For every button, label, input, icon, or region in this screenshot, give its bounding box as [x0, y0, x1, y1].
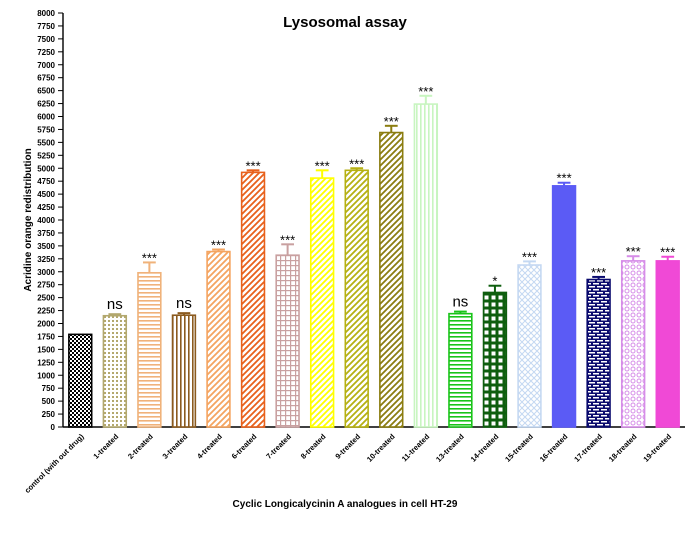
- y-tick-label: 500: [42, 397, 56, 406]
- y-tick-label: 7750: [37, 22, 55, 31]
- y-tick-label: 2000: [37, 320, 55, 329]
- significance-label: ***: [418, 84, 433, 99]
- category-label: 10-treated: [365, 432, 397, 464]
- category-label: 13-treated: [434, 432, 466, 464]
- y-tick-label: 1750: [37, 332, 55, 341]
- category-label: 2-treated: [126, 432, 155, 461]
- bar: [102, 314, 128, 428]
- significance-label: ***: [142, 250, 157, 265]
- category-label: 1-treated: [91, 432, 120, 461]
- significance-label: ***: [626, 244, 641, 259]
- y-tick-label: 7000: [37, 61, 55, 70]
- significance-label: ***: [522, 249, 537, 264]
- y-tick-label: 750: [42, 384, 56, 393]
- bar: [68, 333, 93, 428]
- bar: [413, 103, 439, 428]
- significance-label: ***: [556, 171, 571, 186]
- significance-label: ns: [107, 296, 123, 313]
- category-label: 11-treated: [400, 432, 432, 464]
- bar: [482, 291, 508, 428]
- category-label: 8-treated: [299, 432, 328, 461]
- y-tick-label: 1250: [37, 358, 55, 367]
- significance-label: ns: [176, 295, 192, 312]
- bar: [171, 314, 197, 428]
- significance-label: ***: [315, 158, 330, 173]
- y-tick-label: 8000: [37, 9, 55, 18]
- bar: [344, 169, 369, 428]
- y-tick-label: 4250: [37, 203, 55, 212]
- bar: [448, 312, 473, 428]
- y-tick-label: 2750: [37, 281, 55, 290]
- y-tick-label: 2500: [37, 294, 55, 303]
- bar: [137, 271, 162, 428]
- y-tick-label: 5750: [37, 125, 55, 134]
- category-label: 16-treated: [538, 432, 570, 464]
- bar: [655, 260, 680, 428]
- chart-title: Lysosomal assay: [283, 14, 407, 31]
- y-tick-label: 250: [42, 410, 56, 419]
- bar: [275, 254, 300, 428]
- category-label: 4-treated: [195, 432, 224, 461]
- bar: [517, 264, 542, 428]
- category-label: 17-treated: [572, 432, 604, 464]
- category-label: 9-treated: [333, 432, 362, 461]
- y-axis-title: Acridine orange redistribution: [23, 148, 34, 291]
- y-tick-label: 5250: [37, 151, 55, 160]
- y-axis: 0 250 500 750 1000 1250 1500 1750 2000 2250 2500 27…: [37, 9, 64, 432]
- y-tick-label: 6500: [37, 87, 55, 96]
- y-tick-label: 3750: [37, 229, 55, 238]
- y-tick-label: 6250: [37, 100, 55, 109]
- significance-label: *: [492, 274, 497, 289]
- category-label: control (with out drug): [23, 432, 86, 495]
- significance-label: ***: [384, 114, 399, 129]
- y-tick-label: 5000: [37, 164, 55, 173]
- category-label: 7-treated: [264, 432, 293, 461]
- significance-label: ***: [245, 158, 260, 173]
- y-tick-label: 4000: [37, 216, 55, 225]
- y-tick-label: 3500: [37, 242, 55, 251]
- category-label: 14-treated: [469, 432, 501, 464]
- significance-label: ***: [660, 245, 675, 260]
- y-tick-label: 1000: [37, 371, 55, 380]
- category-label: 3-treated: [161, 432, 190, 461]
- y-tick-label: 4500: [37, 190, 55, 199]
- significance-label: ***: [280, 232, 295, 247]
- y-tick-label: 4750: [37, 177, 55, 186]
- significance-label: ***: [591, 265, 606, 280]
- category-label: 6-treated: [230, 432, 259, 461]
- y-tick-label: 2250: [37, 307, 55, 316]
- y-tick-label: 6000: [37, 113, 55, 122]
- bar: [586, 278, 611, 428]
- category-label: 18-treated: [607, 432, 639, 464]
- y-tick-label: 3000: [37, 268, 55, 277]
- category-labels: control (with out drug) 1-treated 2-treate…: [23, 432, 674, 495]
- y-tick-label: 6750: [37, 74, 55, 83]
- y-tick-label: 3250: [37, 255, 55, 264]
- y-tick-label: 0: [51, 423, 56, 432]
- bar: [240, 171, 266, 428]
- y-tick-label: 5500: [37, 138, 55, 147]
- bar: [309, 177, 335, 428]
- bar: [206, 250, 231, 428]
- bars: ns***ns************ *********ns**********…: [68, 84, 680, 428]
- significance-label: ***: [211, 237, 226, 252]
- x-axis-title: Cyclic Longicalycinin A analogues in cel…: [233, 499, 458, 510]
- category-label: 15-treated: [503, 432, 535, 464]
- bar: [379, 131, 404, 428]
- bar: [620, 260, 646, 428]
- bar: [551, 185, 577, 428]
- y-tick-label: 1500: [37, 345, 55, 354]
- significance-label: ns: [452, 294, 468, 311]
- significance-label: ***: [349, 156, 364, 171]
- category-label: 19-treated: [641, 432, 673, 464]
- y-tick-label: 7250: [37, 48, 55, 57]
- y-tick-label: 7500: [37, 35, 55, 44]
